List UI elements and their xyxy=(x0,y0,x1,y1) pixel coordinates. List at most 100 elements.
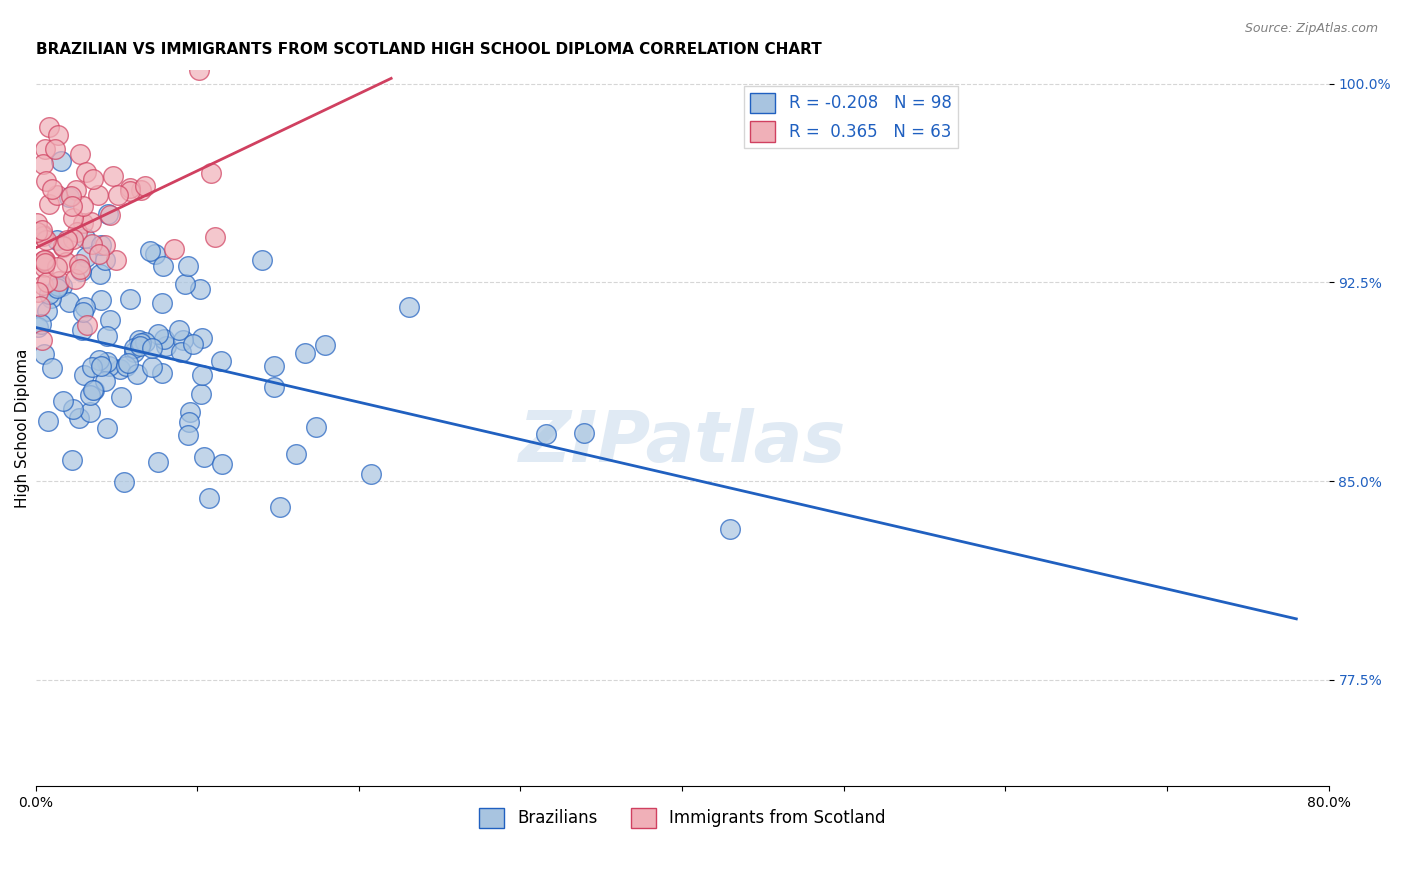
Point xyxy=(110,362,132,376)
Point xyxy=(65,183,87,197)
Point xyxy=(27,319,49,334)
Point xyxy=(72,216,94,230)
Point xyxy=(59,189,82,203)
Point xyxy=(46,128,69,142)
Point xyxy=(170,344,193,359)
Point xyxy=(67,410,90,425)
Point xyxy=(112,475,135,489)
Point xyxy=(153,332,176,346)
Y-axis label: High School Diploma: High School Diploma xyxy=(15,349,30,508)
Point xyxy=(250,253,273,268)
Point xyxy=(52,394,75,409)
Point xyxy=(155,338,177,352)
Point xyxy=(87,188,110,202)
Point xyxy=(204,230,226,244)
Point xyxy=(163,243,186,257)
Point xyxy=(69,262,91,277)
Point xyxy=(138,244,160,259)
Point xyxy=(58,295,80,310)
Point xyxy=(96,329,118,343)
Point xyxy=(193,450,215,464)
Point xyxy=(79,387,101,401)
Point xyxy=(46,279,69,293)
Point xyxy=(173,277,195,291)
Point xyxy=(263,359,285,373)
Point xyxy=(360,467,382,482)
Point xyxy=(31,222,53,236)
Text: ZIPatlas: ZIPatlas xyxy=(519,408,846,477)
Point xyxy=(90,359,112,374)
Point xyxy=(51,279,73,293)
Point xyxy=(31,228,53,243)
Point xyxy=(190,368,212,383)
Point xyxy=(191,331,214,345)
Point xyxy=(211,354,233,368)
Point xyxy=(41,181,63,195)
Point xyxy=(141,360,163,375)
Point xyxy=(150,296,173,310)
Point xyxy=(90,293,112,307)
Point xyxy=(107,188,129,202)
Point xyxy=(269,500,291,515)
Point xyxy=(30,317,52,331)
Point xyxy=(67,257,90,271)
Point xyxy=(52,239,75,253)
Point xyxy=(34,233,56,247)
Point xyxy=(152,259,174,273)
Point xyxy=(69,146,91,161)
Point xyxy=(37,414,59,428)
Point xyxy=(129,335,152,350)
Point xyxy=(141,341,163,355)
Point xyxy=(128,334,150,348)
Point xyxy=(127,368,149,382)
Text: Source: ZipAtlas.com: Source: ZipAtlas.com xyxy=(1244,22,1378,36)
Point xyxy=(72,199,94,213)
Point xyxy=(98,312,121,326)
Point xyxy=(46,281,69,295)
Point xyxy=(314,338,336,352)
Point xyxy=(211,457,233,471)
Point xyxy=(118,181,141,195)
Point xyxy=(75,231,97,245)
Point xyxy=(76,318,98,333)
Point xyxy=(38,286,60,301)
Point xyxy=(41,291,63,305)
Point xyxy=(34,142,56,156)
Point xyxy=(167,323,190,337)
Point xyxy=(31,333,53,347)
Point xyxy=(45,233,67,247)
Point xyxy=(25,216,48,230)
Point xyxy=(45,260,67,274)
Point xyxy=(101,169,124,183)
Point xyxy=(284,447,307,461)
Point xyxy=(60,199,83,213)
Point xyxy=(89,267,111,281)
Point xyxy=(69,264,91,278)
Point xyxy=(143,247,166,261)
Point xyxy=(129,183,152,197)
Point xyxy=(134,178,156,193)
Point xyxy=(62,401,84,416)
Point xyxy=(90,238,112,252)
Point xyxy=(63,272,86,286)
Point xyxy=(62,211,84,225)
Point xyxy=(177,428,200,442)
Point xyxy=(94,374,117,388)
Point xyxy=(66,225,89,239)
Point xyxy=(37,276,59,290)
Point xyxy=(30,299,52,313)
Point xyxy=(32,253,55,268)
Point xyxy=(188,282,211,296)
Point xyxy=(31,227,53,242)
Point xyxy=(120,292,142,306)
Point xyxy=(183,336,205,351)
Point xyxy=(129,339,152,353)
Point xyxy=(89,353,111,368)
Point xyxy=(122,344,145,359)
Point xyxy=(52,240,75,254)
Point xyxy=(35,174,58,188)
Point xyxy=(60,453,83,467)
Point xyxy=(27,285,49,299)
Point xyxy=(172,333,194,347)
Point xyxy=(134,334,156,349)
